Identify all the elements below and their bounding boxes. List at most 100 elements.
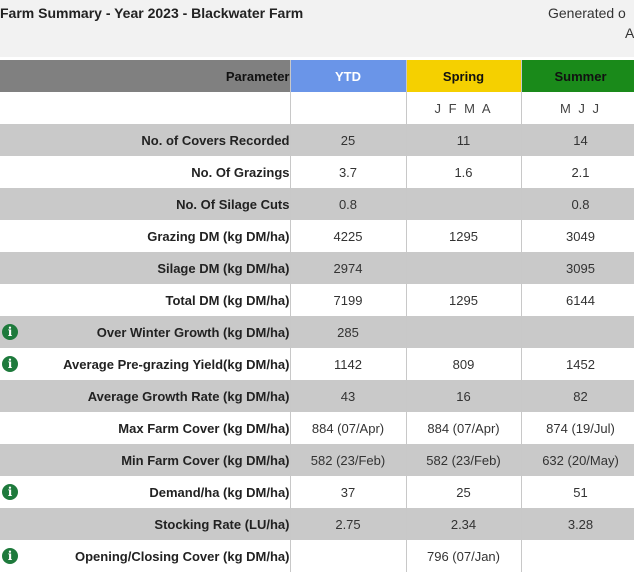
row-parameter-cell: Grazing DM (kg DM/ha) — [0, 220, 291, 252]
cell-ytd: 4225 — [290, 220, 407, 252]
cell-ytd: 2974 — [290, 252, 407, 284]
table-row: No. Of Silage Cuts 0.8 0.8 — [0, 188, 634, 220]
cell-ytd: 1142 — [290, 348, 407, 380]
cell-spring: 2.34 — [406, 508, 522, 540]
info-icon[interactable]: i — [2, 324, 18, 340]
cell-ytd: 0.8 — [290, 188, 407, 220]
generated-on-label: Generated o — [548, 5, 626, 21]
row-parameter-label: Stocking Rate (LU/ha) — [154, 516, 290, 532]
table-row: Min Farm Cover (kg DM/ha) 582 (23/Feb) 582… — [0, 444, 634, 476]
row-parameter-cell: Silage DM (kg DM/ha) — [0, 252, 291, 284]
cell-spring: 582 (23/Feb) — [406, 444, 522, 476]
table-row: Grazing DM (kg DM/ha) 4225 1295 3049 — [0, 220, 634, 252]
months-summer: M J J — [521, 92, 634, 124]
row-parameter-cell: Stocking Rate (LU/ha) — [0, 508, 291, 540]
cell-summer: 51 — [521, 476, 634, 508]
row-parameter-label: Grazing DM (kg DM/ha) — [147, 228, 290, 244]
cell-summer: 3.28 — [521, 508, 634, 540]
table-row: Total DM (kg DM/ha) 7199 1295 6144 — [0, 284, 634, 316]
cell-spring: 809 — [406, 348, 522, 380]
cell-summer: 3095 — [521, 252, 634, 284]
row-parameter-cell: No. of Covers Recorded — [0, 124, 291, 156]
cell-spring: 884 (07/Apr) — [406, 412, 522, 444]
cell-spring: 796 (07/Jan) — [406, 540, 522, 572]
months-row-label — [0, 92, 291, 124]
cell-summer: 874 (19/Jul) — [521, 412, 634, 444]
cell-ytd: 7199 — [290, 284, 407, 316]
row-parameter-cell: i Average Pre-grazing Yield(kg DM/ha) — [0, 348, 291, 380]
table-row: Average Growth Rate (kg DM/ha) 43 16 82 — [0, 380, 634, 412]
row-parameter-cell: No. Of Grazings — [0, 156, 291, 188]
column-header-spring[interactable]: Spring — [406, 60, 522, 92]
cell-summer: 632 (20/May) — [521, 444, 634, 476]
cell-ytd: 43 — [290, 380, 407, 412]
cell-spring: 25 — [406, 476, 522, 508]
row-parameter-cell: Max Farm Cover (kg DM/ha) — [0, 412, 291, 444]
row-parameter-label: Average Pre-grazing Yield(kg DM/ha) — [63, 356, 290, 372]
row-parameter-cell: i Over Winter Growth (kg DM/ha) — [0, 316, 291, 348]
row-parameter-label: Total DM (kg DM/ha) — [165, 292, 290, 308]
cell-summer: 0.8 — [521, 188, 634, 220]
cell-ytd — [290, 540, 407, 572]
table-row: Silage DM (kg DM/ha) 2974 3095 — [0, 252, 634, 284]
cell-summer: 82 — [521, 380, 634, 412]
cell-summer: 6144 — [521, 284, 634, 316]
column-header-ytd[interactable]: YTD — [290, 60, 407, 92]
cell-summer: 3049 — [521, 220, 634, 252]
row-parameter-label: Min Farm Cover (kg DM/ha) — [121, 452, 290, 468]
cell-spring — [406, 316, 522, 348]
row-parameter-label: Over Winter Growth (kg DM/ha) — [96, 324, 290, 340]
row-parameter-cell: i Demand/ha (kg DM/ha) — [0, 476, 291, 508]
cell-summer: 2.1 — [521, 156, 634, 188]
info-icon[interactable]: i — [2, 356, 18, 372]
table-row: i Demand/ha (kg DM/ha) 37 25 51 — [0, 476, 634, 508]
cell-spring: 1295 — [406, 284, 522, 316]
cell-spring: 11 — [406, 124, 522, 156]
row-parameter-cell: Total DM (kg DM/ha) — [0, 284, 291, 316]
cell-ytd: 884 (07/Apr) — [290, 412, 407, 444]
info-icon[interactable]: i — [2, 484, 18, 500]
cell-spring — [406, 188, 522, 220]
cell-ytd: 37 — [290, 476, 407, 508]
row-parameter-label: Silage DM (kg DM/ha) — [157, 260, 290, 276]
column-header-summer[interactable]: Summer — [521, 60, 634, 92]
table-row: No. Of Grazings 3.7 1.6 2.1 — [0, 156, 634, 188]
cell-ytd: 2.75 — [290, 508, 407, 540]
cell-spring: 1.6 — [406, 156, 522, 188]
months-ytd — [290, 92, 407, 124]
report-header: Farm Summary - Year 2023 - Blackwater Fa… — [0, 0, 634, 57]
row-parameter-label: No. of Covers Recorded — [141, 132, 290, 148]
row-parameter-label: Average Growth Rate (kg DM/ha) — [87, 388, 290, 404]
table-row: No. of Covers Recorded 25 11 14 — [0, 124, 634, 156]
row-parameter-label: Demand/ha (kg DM/ha) — [149, 484, 290, 500]
table-header-row: Parameter YTD Spring Summer — [0, 60, 634, 92]
cell-spring: 16 — [406, 380, 522, 412]
info-icon[interactable]: i — [2, 548, 18, 564]
row-parameter-cell: Average Growth Rate (kg DM/ha) — [0, 380, 291, 412]
generated-on-subtext: A — [625, 25, 634, 41]
report-title: Farm Summary - Year 2023 - Blackwater Fa… — [0, 5, 304, 21]
cell-ytd: 3.7 — [290, 156, 407, 188]
cell-summer — [521, 316, 634, 348]
table-row: Max Farm Cover (kg DM/ha) 884 (07/Apr) 884… — [0, 412, 634, 444]
column-header-parameter[interactable]: Parameter — [0, 60, 291, 92]
table-row: i Average Pre-grazing Yield(kg DM/ha) 1142… — [0, 348, 634, 380]
cell-ytd: 285 — [290, 316, 407, 348]
row-parameter-label: Opening/Closing Cover (kg DM/ha) — [74, 548, 290, 564]
row-parameter-label: No. Of Silage Cuts — [176, 196, 290, 212]
table-row: i Opening/Closing Cover (kg DM/ha) 796 (07… — [0, 540, 634, 572]
table-row: i Over Winter Growth (kg DM/ha) 285 — [0, 316, 634, 348]
cell-summer — [521, 540, 634, 572]
row-parameter-cell: Min Farm Cover (kg DM/ha) — [0, 444, 291, 476]
table-row: Stocking Rate (LU/ha) 2.75 2.34 3.28 — [0, 508, 634, 540]
cell-spring — [406, 252, 522, 284]
cell-summer: 1452 — [521, 348, 634, 380]
months-row: J F M A M J J — [0, 92, 634, 124]
months-spring: J F M A — [406, 92, 522, 124]
row-parameter-cell: i Opening/Closing Cover (kg DM/ha) — [0, 540, 291, 572]
cell-spring: 1295 — [406, 220, 522, 252]
cell-ytd: 582 (23/Feb) — [290, 444, 407, 476]
cell-summer: 14 — [521, 124, 634, 156]
row-parameter-label: Max Farm Cover (kg DM/ha) — [118, 420, 290, 436]
farm-summary-table: Parameter YTD Spring Summer J F M A M J … — [0, 60, 634, 572]
